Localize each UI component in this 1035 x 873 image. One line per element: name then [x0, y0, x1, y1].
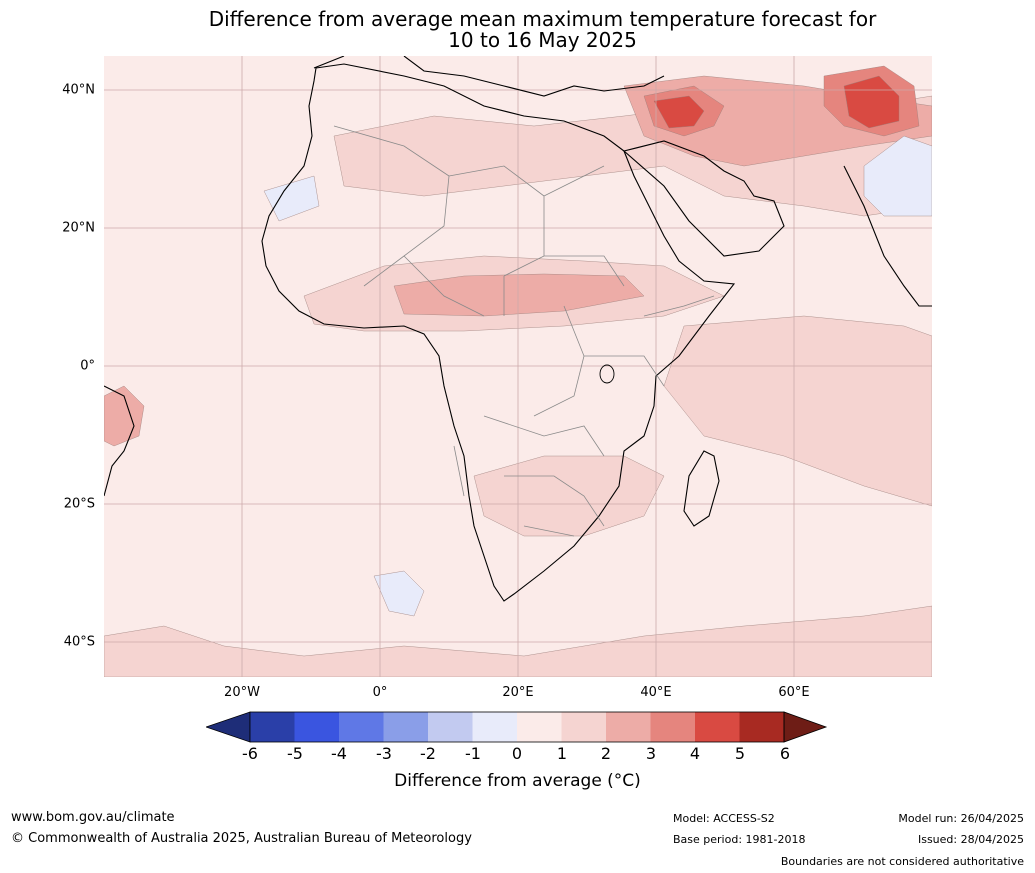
- europe-coastline: [313, 56, 665, 97]
- footer-disclaimer: Boundaries are not considered authoritat…: [780, 855, 1024, 868]
- colorbar-under-arrow: [206, 711, 251, 743]
- coastlines: [104, 56, 932, 602]
- map-canvas: [104, 56, 932, 677]
- colorbar-tick: 6: [779, 744, 791, 763]
- madagascar-coastline: [683, 450, 720, 527]
- colorbar-cell: [561, 712, 606, 742]
- anomaly-zone-west-sahara-cool: [263, 175, 320, 222]
- anomaly-zone-south-atlantic-cool: [373, 570, 425, 617]
- colorbar-tick: -6: [242, 744, 258, 763]
- anomaly-zone-iran-core: [653, 95, 705, 129]
- colorbar-tick: 5: [734, 744, 746, 763]
- footer-model-run: Model run: 26/04/2025: [898, 812, 1024, 825]
- anomaly-zone-west-ocean: [104, 385, 145, 447]
- colorbar-outline: [249, 711, 785, 743]
- colorbar-tick: -3: [376, 744, 392, 763]
- africa-coastline: [261, 63, 736, 602]
- colorbar-tick: -1: [465, 744, 481, 763]
- title-line-2: 10 to 16 May 2025: [448, 28, 637, 52]
- country-boundaries: [333, 125, 715, 537]
- colorbar-tick: -2: [420, 744, 436, 763]
- footer-website: www.bom.gov.au/climate: [11, 810, 175, 825]
- colorbar: [206, 711, 828, 743]
- lat-label-40n: 40°N: [62, 82, 95, 98]
- colorbar-tick: 2: [600, 744, 612, 763]
- colorbar-label: Difference from average (°C): [394, 771, 641, 791]
- footer-base-period: Base period: 1981-2018: [673, 833, 806, 846]
- anomaly-zone-south-atlantic: [104, 605, 932, 677]
- india-coastline: [843, 165, 932, 307]
- anomaly-zone-east-africa-ocean: [663, 315, 932, 507]
- colorbar-tick: 4: [689, 744, 701, 763]
- lon-label-20w: 20°W: [224, 685, 260, 700]
- lon-label-0: 0°: [372, 685, 388, 700]
- lon-label-60e: 60°E: [778, 685, 810, 700]
- colorbar-cell: [739, 712, 784, 742]
- colorbar-cell: [472, 712, 517, 742]
- colorbar-cell: [650, 712, 695, 742]
- forecast-map: [104, 56, 932, 677]
- footer-model: Model: ACCESS-S2: [673, 812, 775, 825]
- south-america-coastline: [104, 385, 135, 497]
- colorbar-tick: -4: [331, 744, 347, 763]
- lake-victoria: [599, 364, 615, 384]
- footer-issued: Issued: 28/04/2025: [917, 833, 1024, 846]
- colorbar-tick: 1: [556, 744, 568, 763]
- lat-label-40s: 40°S: [63, 634, 95, 650]
- colorbar-tick: 0: [511, 744, 523, 763]
- anomaly-zone-india-cool: [863, 135, 932, 217]
- colorbar-over-arrow: [783, 711, 828, 743]
- map-title: Difference from average mean maximum tem…: [0, 9, 1035, 51]
- colorbar-tick: 3: [645, 744, 657, 763]
- colorbar-tick: -5: [287, 744, 303, 763]
- colorbar-cell: [428, 712, 473, 742]
- lat-label-equator: 0°: [80, 358, 95, 374]
- title-line-1: Difference from average mean maximum tem…: [208, 7, 877, 31]
- lon-label-40e: 40°E: [640, 685, 672, 700]
- colorbar-cell: [517, 712, 562, 742]
- lat-label-20n: 20°N: [62, 220, 95, 236]
- lon-label-20e: 20°E: [502, 685, 534, 700]
- colorbar-cell: [294, 712, 339, 742]
- colorbar-cell: [250, 712, 295, 742]
- boundary-lines: [333, 125, 715, 537]
- colorbar-cell: [695, 712, 740, 742]
- arabian-coastline: [622, 140, 785, 257]
- anomaly-zone-central-asia-core: [843, 75, 900, 129]
- colorbar-cell: [383, 712, 428, 742]
- footer-copyright: © Commonwealth of Australia 2025, Austra…: [11, 831, 472, 846]
- lat-label-20s: 20°S: [63, 496, 95, 512]
- colorbar-cells: [206, 711, 828, 743]
- colorbar-cell: [606, 712, 651, 742]
- anomaly-zone-sahel-core: [393, 273, 645, 317]
- colorbar-cell: [339, 712, 384, 742]
